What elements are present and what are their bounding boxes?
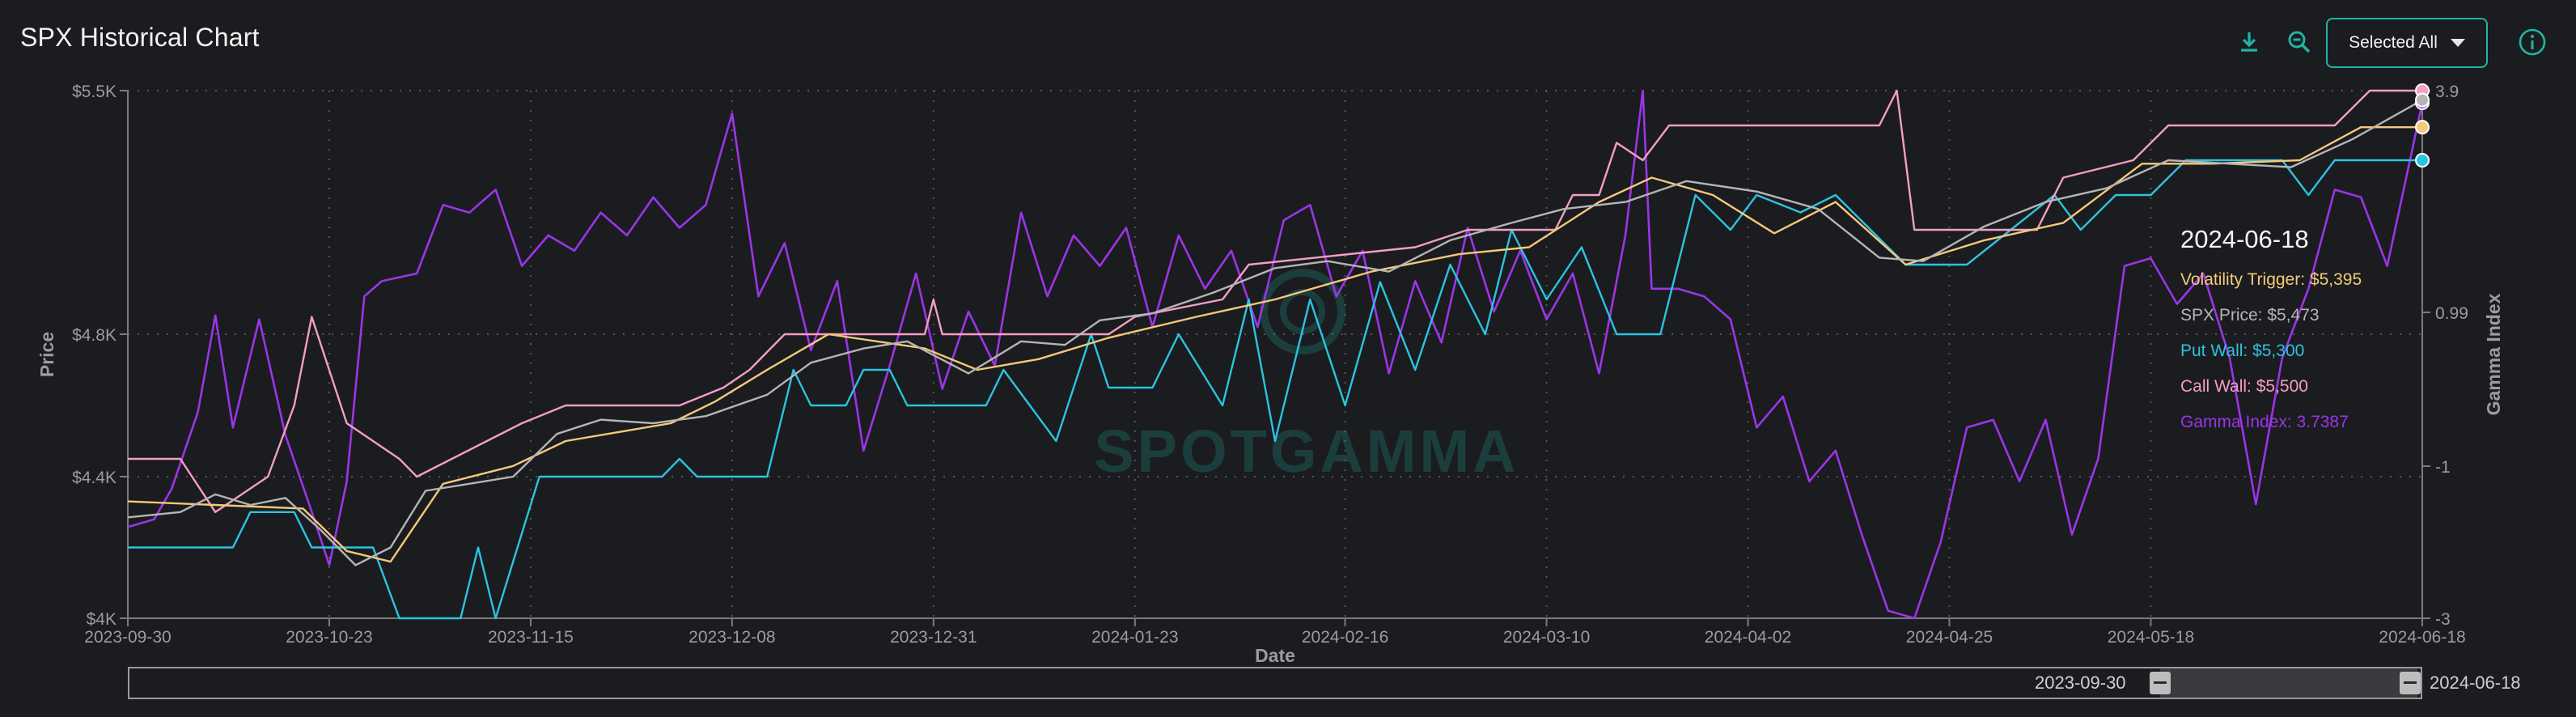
endpoint-put-wall xyxy=(2415,153,2430,168)
watermark: SPOTGAMMA xyxy=(1094,269,1519,485)
tooltip-row: Volatility Trigger: $5,395 xyxy=(2180,270,2362,289)
y-tick-label: $4.4K xyxy=(72,469,117,487)
endpoint-markers xyxy=(2415,83,2430,168)
zoom-out-icon[interactable] xyxy=(2282,24,2317,60)
series-line-spx-price xyxy=(127,99,2423,566)
tooltip-rows: Volatility Trigger: $5,395 SPX Price: $5,… xyxy=(2180,270,2362,432)
range-selector[interactable] xyxy=(128,667,2422,699)
series-selector[interactable]: Selected All xyxy=(2326,18,2488,68)
tooltip: 2024-06-18 Volatility Trigger: $5,395 SPX… xyxy=(2180,225,2362,432)
series-line-call-wall xyxy=(128,89,2422,513)
chart-svg: SPOTGAMMA $4K $4.4K $4.8K $5.5K -3 -1 0.99 3.9 2… xyxy=(36,83,2504,666)
x-tick-label: 2023-09-30 xyxy=(84,628,171,647)
info-icon[interactable] xyxy=(2515,24,2550,60)
tooltip-row: Call Wall: $5,500 xyxy=(2180,377,2308,396)
y2-tick-label: 0.99 xyxy=(2435,304,2468,323)
x-tick-label: 2023-12-08 xyxy=(688,628,775,647)
series-group xyxy=(127,89,2424,620)
series-line-gamma-index xyxy=(127,89,2424,620)
y2-tick-label: -1 xyxy=(2435,458,2451,477)
grid xyxy=(127,90,2423,619)
x-tick-label: 2024-01-23 xyxy=(1091,628,1178,647)
tooltip-row: Put Wall: $5,300 xyxy=(2180,342,2305,360)
y-tick-label: $5.5K xyxy=(72,83,117,101)
range-end-label: 2024-06-18 xyxy=(2430,672,2521,693)
series-line-put-wall xyxy=(128,159,2422,620)
y-tick-label: $4.8K xyxy=(72,326,117,345)
chevron-down-icon xyxy=(2450,39,2465,47)
y-tick-label: $4K xyxy=(87,610,117,629)
endpoint-volatility-trigger xyxy=(2415,120,2430,135)
endpoint-spx-price xyxy=(2415,92,2430,108)
tooltip-row: Gamma Index: 3.7387 xyxy=(2180,413,2349,431)
range-handle-end[interactable] xyxy=(2400,672,2421,694)
x-tick-label: 2024-03-10 xyxy=(1503,628,1590,647)
y2-tick-label: 3.9 xyxy=(2435,83,2459,101)
x-axis-title: Date xyxy=(1255,645,1295,666)
download-icon[interactable] xyxy=(2231,24,2267,60)
x-tick-label: 2024-06-18 xyxy=(2379,628,2465,647)
x-tick-label: 2024-02-16 xyxy=(1302,628,1388,647)
range-window[interactable] xyxy=(2160,668,2417,698)
page-title: SPX Historical Chart xyxy=(20,23,260,52)
range-start-label: 2023-09-30 xyxy=(2035,672,2126,693)
tooltip-date: 2024-06-18 xyxy=(2180,225,2309,253)
x-tick-label: 2024-05-18 xyxy=(2108,628,2194,647)
y2-axis-title: Gamma Index xyxy=(2483,293,2504,415)
x-tick-label: 2023-10-23 xyxy=(286,628,372,647)
axis-labels: $4K $4.4K $4.8K $5.5K -3 -1 0.99 3.9 2023-09-30 2… xyxy=(36,83,2504,666)
axes xyxy=(120,90,2430,626)
range-handle-start[interactable] xyxy=(2150,672,2171,694)
x-tick-label: 2023-11-15 xyxy=(488,628,574,647)
watermark-text: SPOTGAMMA xyxy=(1094,418,1519,485)
tooltip-row: SPX Price: $5,473 xyxy=(2180,306,2320,325)
x-tick-label: 2024-04-02 xyxy=(1705,628,1791,647)
x-tick-label: 2024-04-25 xyxy=(1906,628,1993,647)
y-axis-title: Price xyxy=(36,332,57,377)
series-line-volatility-trigger xyxy=(127,125,2422,563)
x-tick-label: 2023-12-31 xyxy=(890,628,977,647)
series-selector-label: Selected All xyxy=(2349,33,2438,52)
y2-tick-label: -3 xyxy=(2435,610,2451,629)
